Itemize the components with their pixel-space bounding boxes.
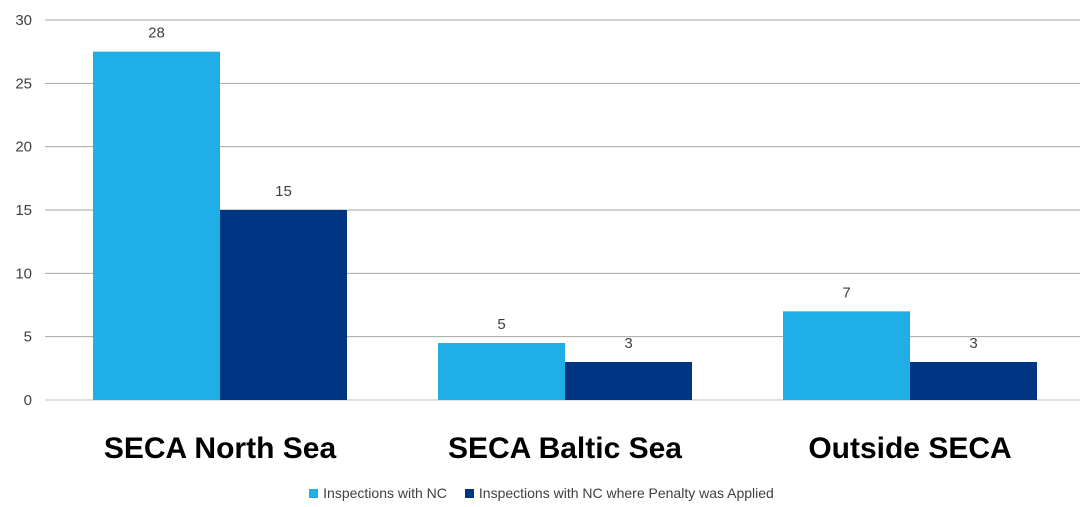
bar-series-2-2 — [565, 362, 692, 400]
y-tick-label: 20 — [15, 139, 32, 156]
bar-chart: 0 5 10 15 20 25 30 28 15 SECA North Sea 5 3 SECA Bal… — [15, 12, 1080, 465]
y-tick-label: 25 — [15, 75, 32, 92]
legend-label-series-1: Inspections with NC — [323, 485, 447, 501]
legend-item-series-1: Inspections with NC — [309, 485, 447, 501]
y-tick-label: 10 — [15, 265, 32, 282]
bar-series-2-3 — [910, 362, 1037, 400]
category-label: SECA North Sea — [104, 432, 337, 465]
category-label: SECA Baltic Sea — [448, 432, 682, 465]
data-label: 5 — [497, 316, 505, 333]
y-tick-label: 5 — [24, 329, 32, 346]
bar-series-2-1 — [220, 210, 347, 400]
bar-series-1-2 — [438, 343, 565, 400]
legend: Inspections with NC Inspections with NC … — [0, 485, 1083, 501]
y-tick-label: 15 — [15, 202, 32, 219]
category-label: Outside SECA — [808, 432, 1011, 465]
data-label: 3 — [969, 335, 977, 352]
legend-swatch-series-1 — [309, 488, 319, 498]
y-tick-label: 30 — [15, 12, 32, 29]
legend-swatch-series-2 — [464, 488, 474, 498]
data-label: 3 — [624, 335, 632, 352]
bar-series-1-1 — [93, 51, 220, 401]
data-label: 7 — [842, 284, 850, 301]
data-label: 28 — [148, 25, 165, 42]
y-tick-label: 0 — [24, 392, 32, 409]
bar-series-1-3 — [783, 311, 910, 400]
data-label: 15 — [275, 183, 292, 200]
legend-item-series-2: Inspections with NC where Penalty was Ap… — [464, 485, 774, 501]
legend-label-series-2: Inspections with NC where Penalty was Ap… — [478, 485, 774, 501]
